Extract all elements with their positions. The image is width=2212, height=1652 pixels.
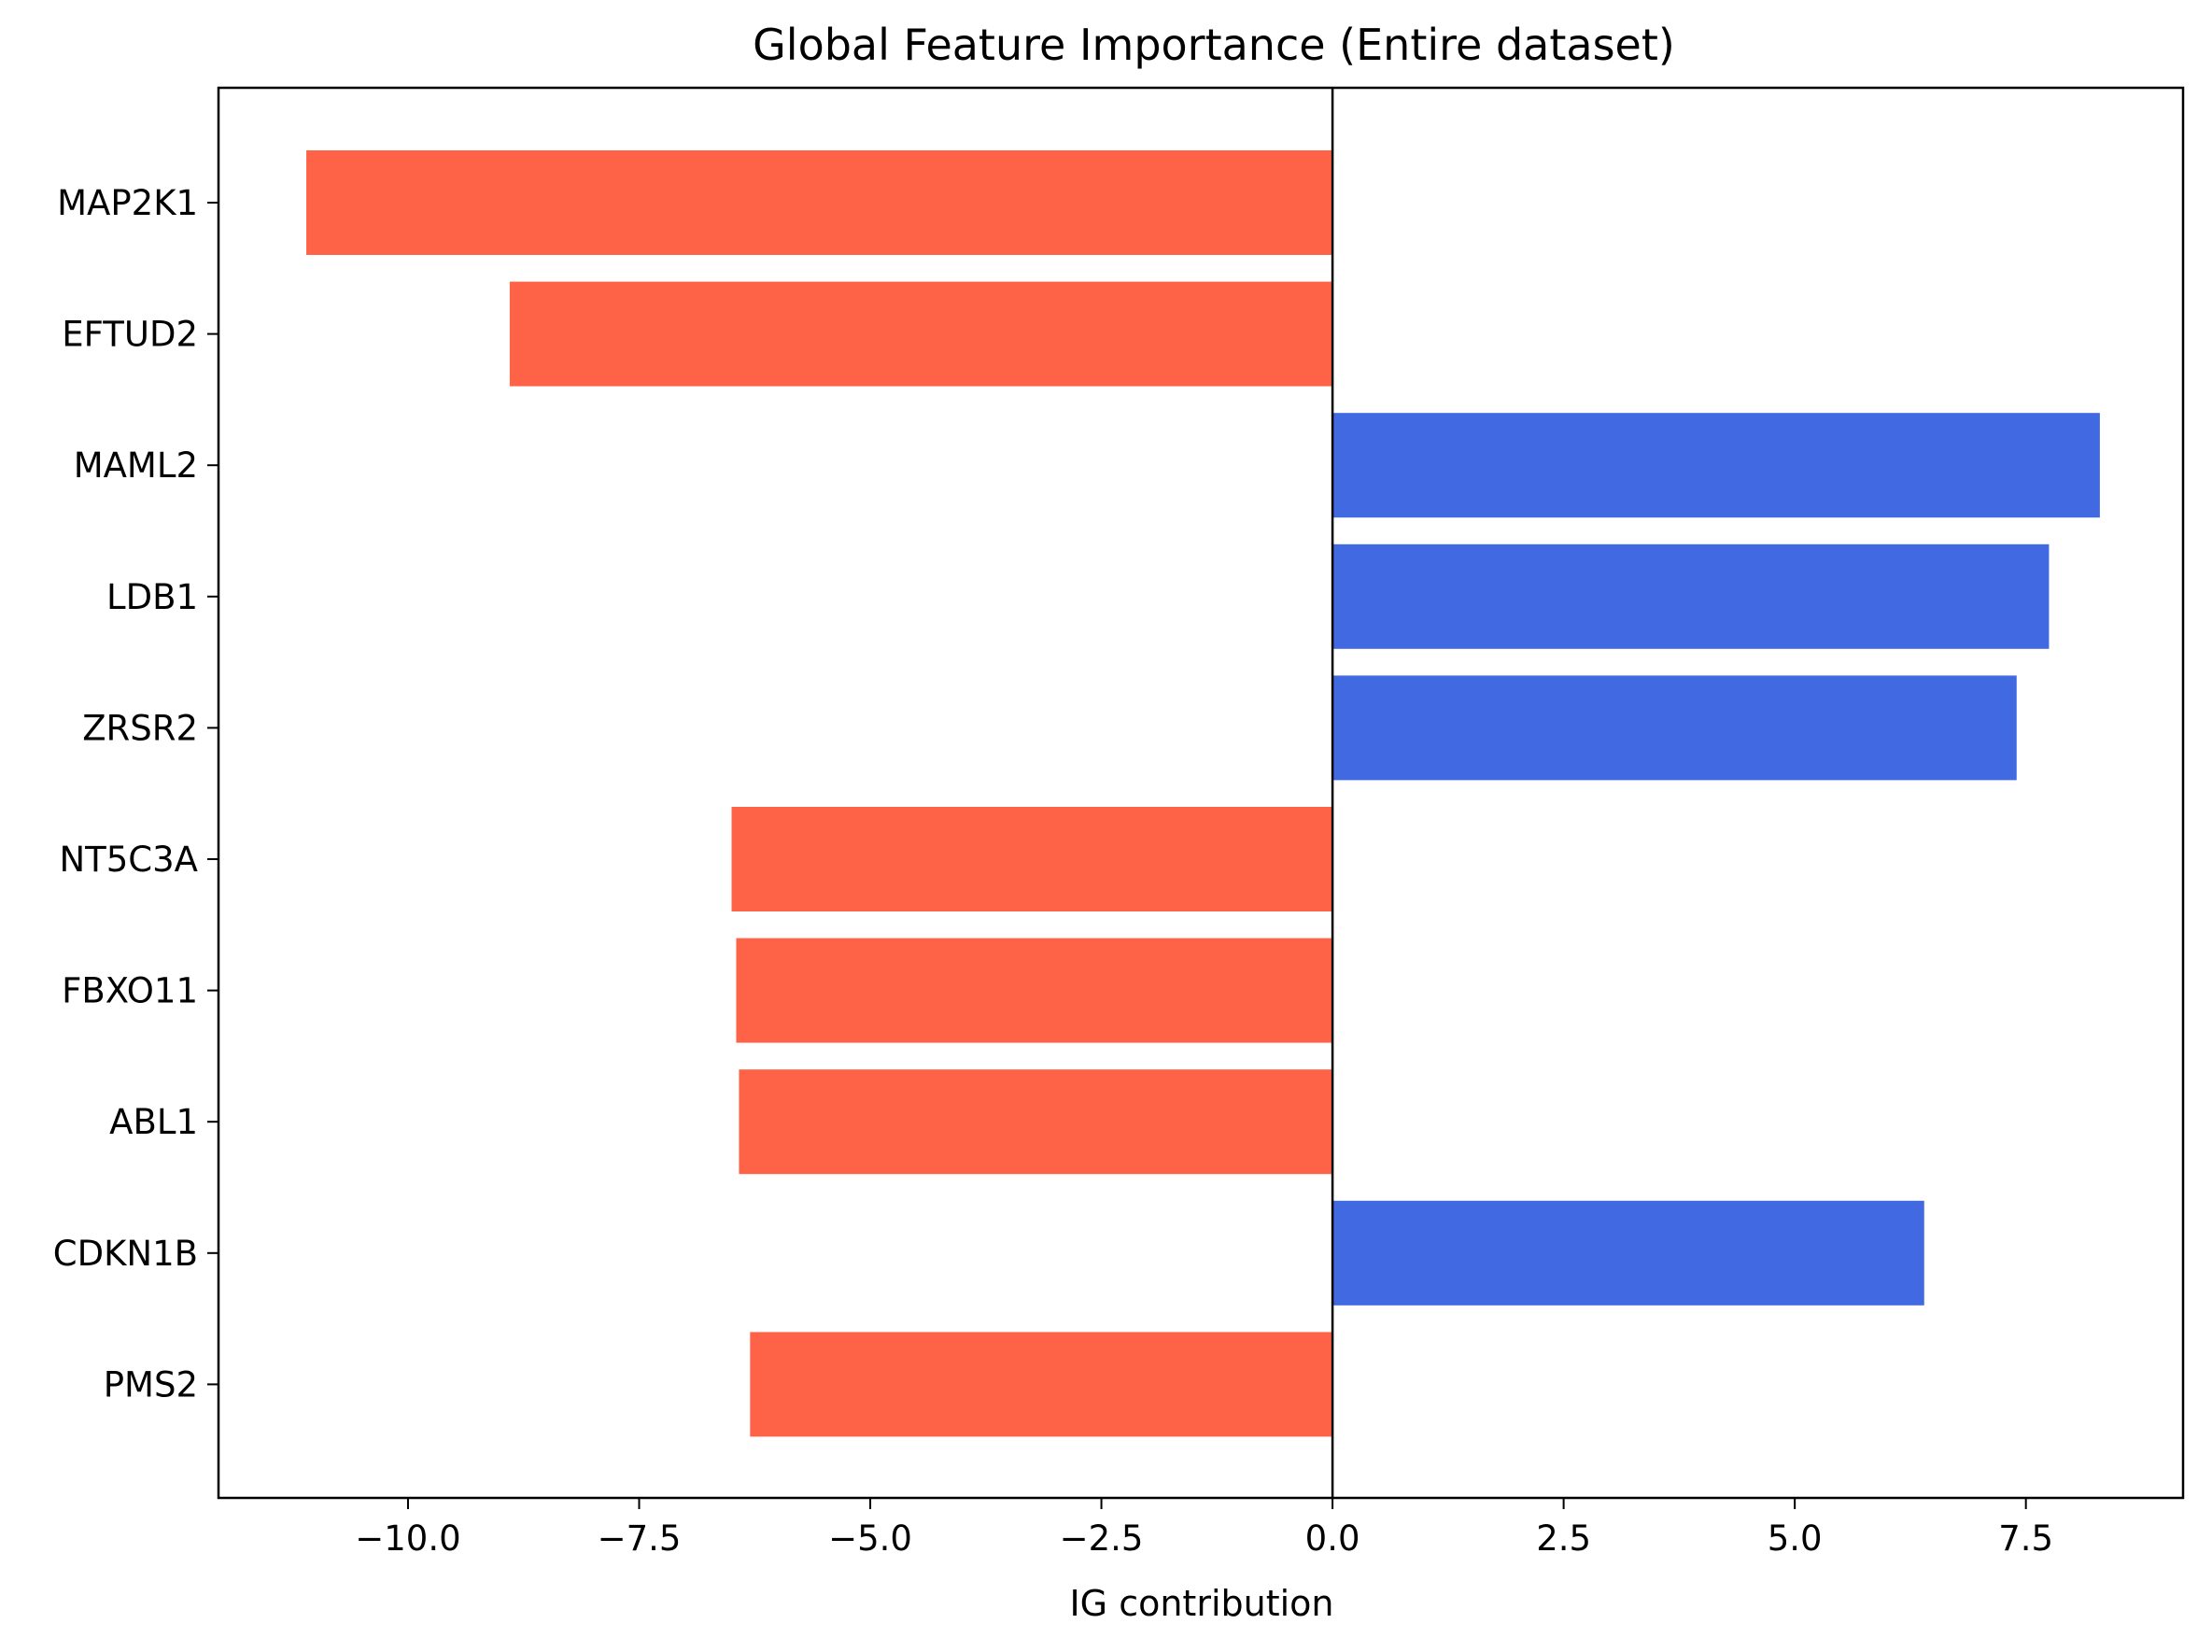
- y-tick-label-eftud2: EFTUD2: [62, 315, 198, 355]
- x-tick-label: 0.0: [1305, 1518, 1360, 1559]
- x-axis-label: IG contribution: [1069, 1583, 1333, 1624]
- y-tick-label-pms2: PMS2: [104, 1364, 198, 1405]
- y-tick-label-nt5c3a: NT5C3A: [59, 840, 198, 880]
- bar-cdkn1b: [1332, 1200, 1924, 1306]
- y-tick-label-cdkn1b: CDKN1B: [53, 1234, 198, 1274]
- bar-zrsr2: [1332, 675, 2017, 781]
- bar-nt5c3a: [731, 807, 1333, 911]
- bar-pms2: [750, 1332, 1333, 1437]
- y-tick-label-maml2: MAML2: [74, 445, 198, 486]
- bar-ldb1: [1332, 544, 2050, 649]
- axis-ticks-group: MAP2K1 EFTUD2 MAML2 LDB1 ZRSR2 NT5C3A FBXO11 AB…: [53, 183, 2053, 1559]
- y-tick-label-fbxo11: FBXO11: [62, 971, 198, 1011]
- x-tick-label: 2.5: [1536, 1518, 1591, 1559]
- x-tick-label: 5.0: [1768, 1518, 1823, 1559]
- plot-area-frame: [217, 86, 2185, 1500]
- bar-abl1: [739, 1069, 1333, 1175]
- bars-group: [306, 150, 2100, 1437]
- x-tick-label: −10.0: [355, 1518, 460, 1559]
- y-tick-label-map2k1: MAP2K1: [57, 183, 198, 223]
- y-tick-label-ldb1: LDB1: [106, 577, 198, 617]
- y-tick-label-zrsr2: ZRSR2: [82, 708, 198, 748]
- y-tick-label-abl1: ABL1: [109, 1102, 198, 1142]
- bar-fbxo11: [736, 938, 1333, 1043]
- bar-eftud2: [509, 281, 1333, 387]
- x-tick-label: −2.5: [1060, 1518, 1144, 1559]
- chart-title: Global Feature Importance (Entire datase…: [753, 20, 1675, 70]
- bar-maml2: [1332, 413, 2100, 518]
- x-tick-label: 7.5: [1998, 1518, 2053, 1559]
- x-tick-label: −5.0: [828, 1518, 912, 1559]
- bar-map2k1: [306, 150, 1333, 255]
- x-tick-label: −7.5: [598, 1518, 682, 1559]
